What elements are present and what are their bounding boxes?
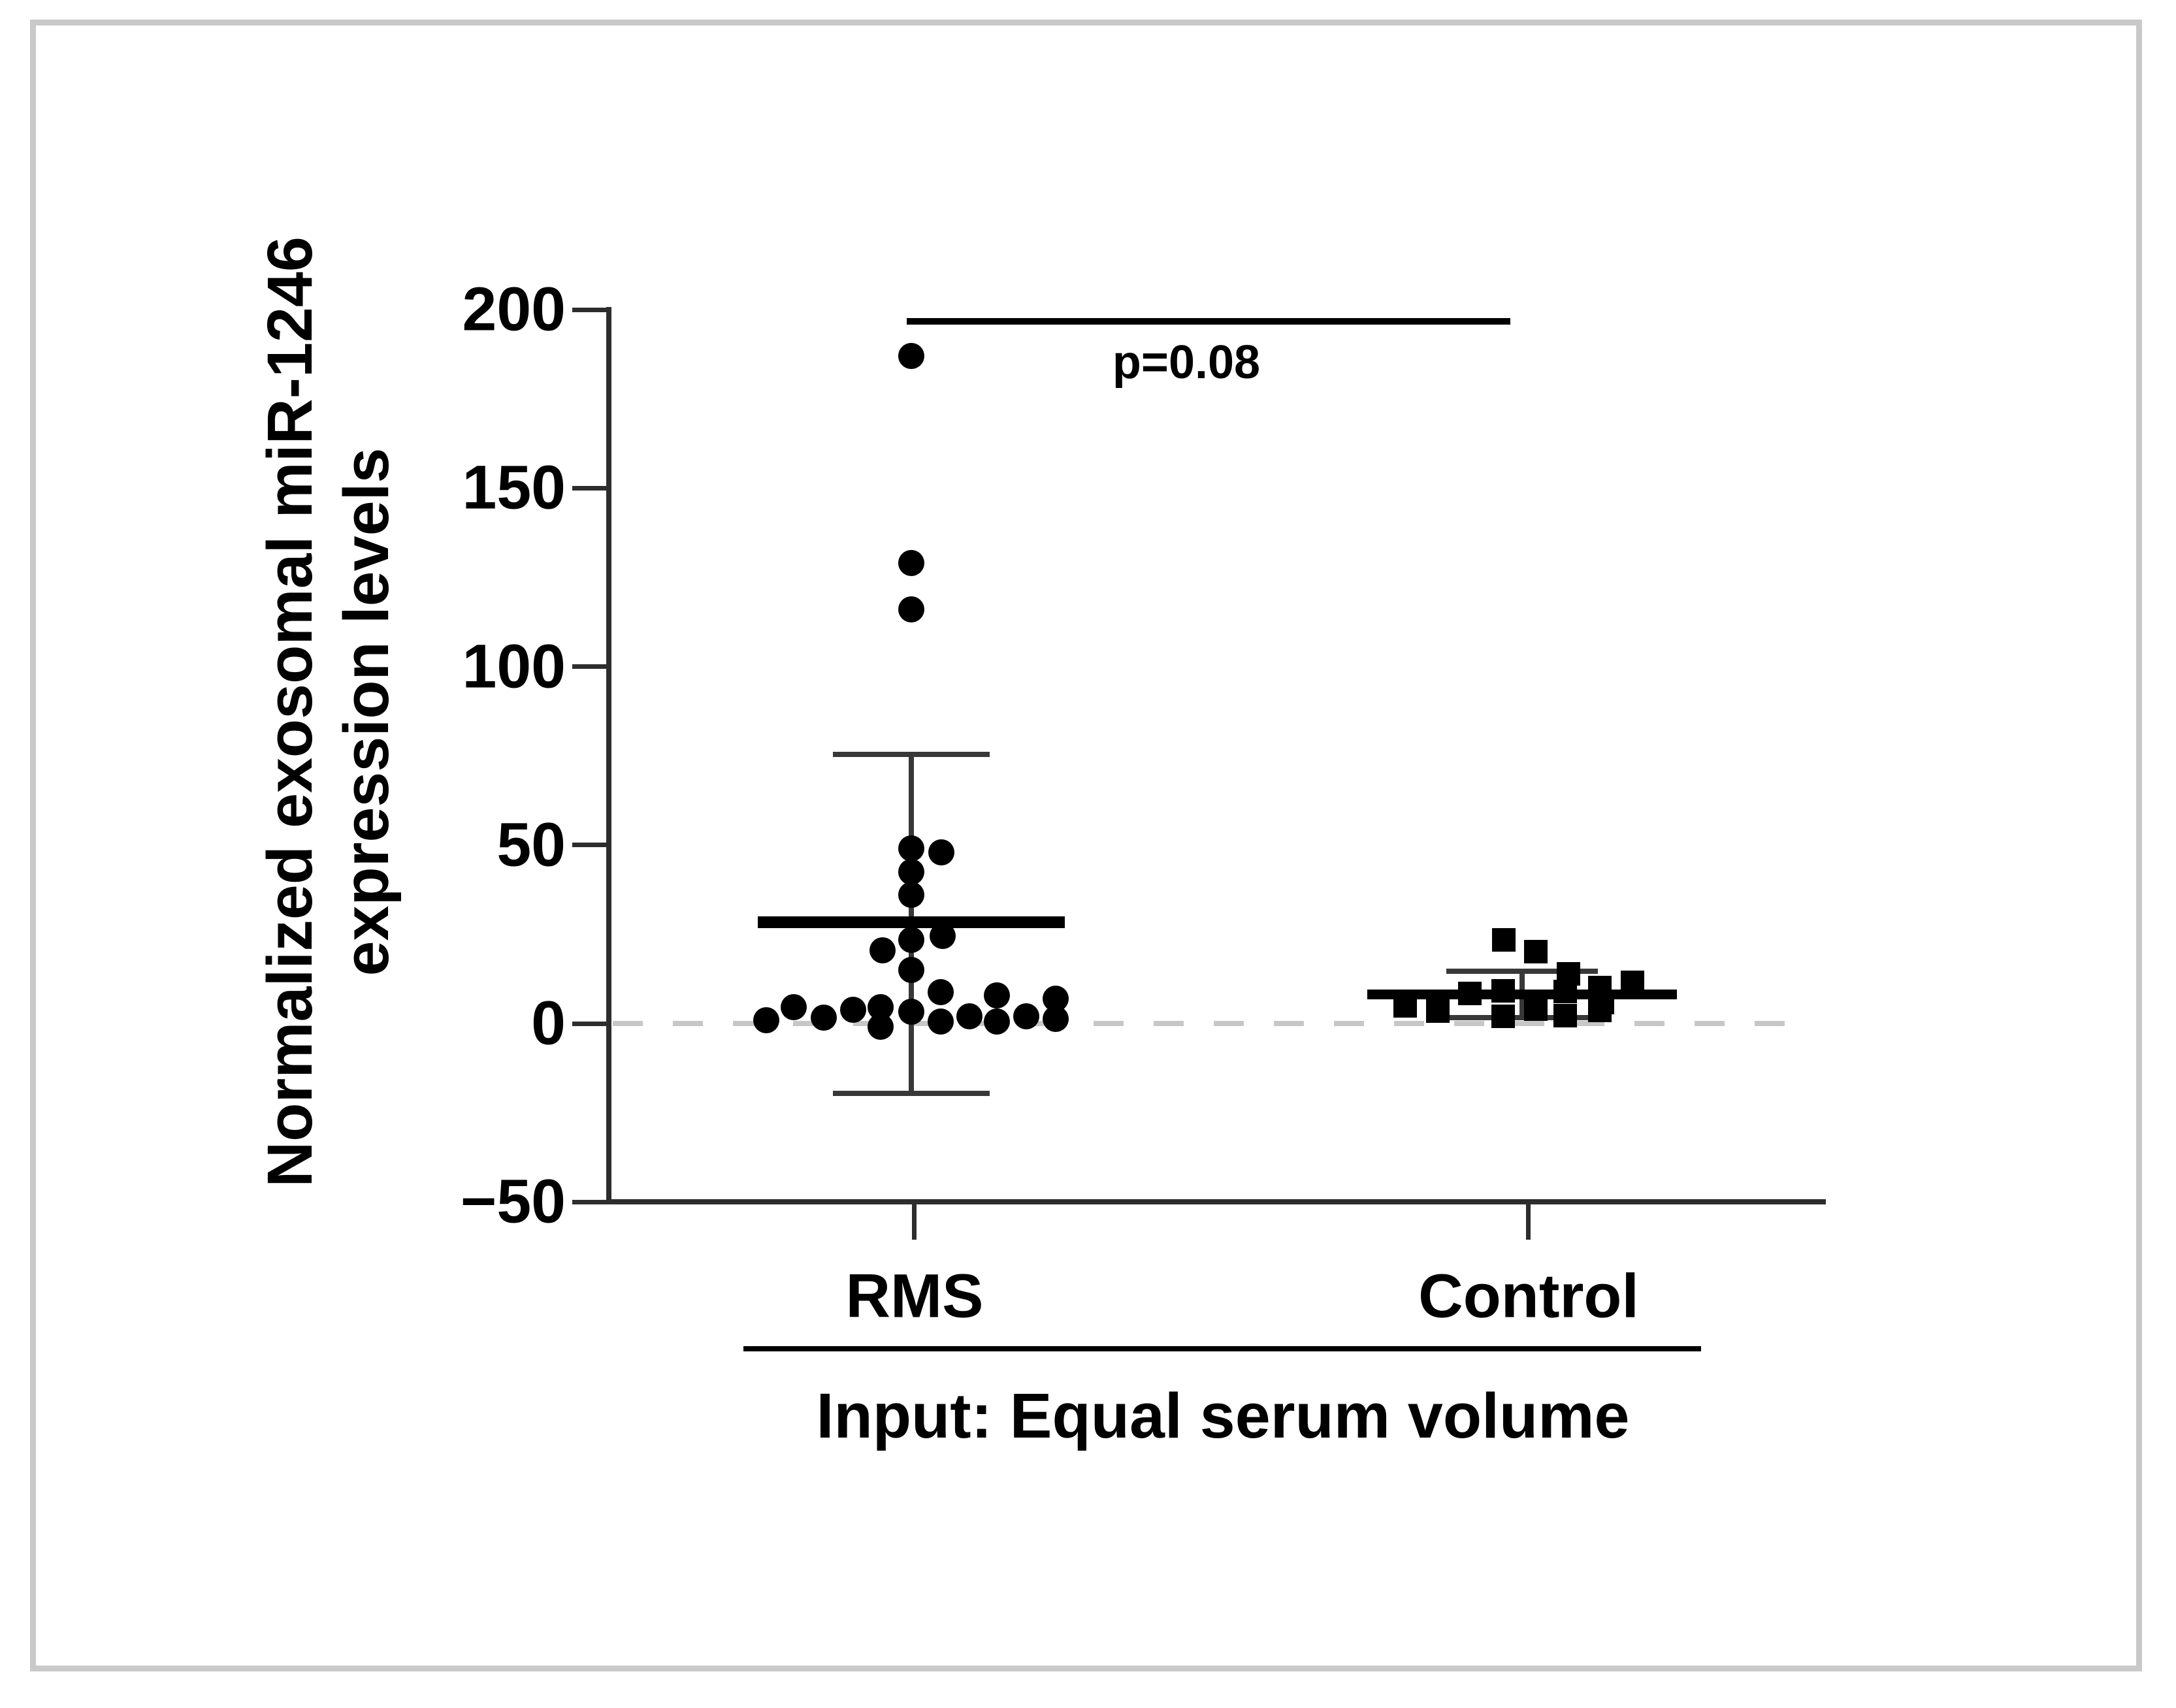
- zero-dashed-line: [613, 1021, 1804, 1026]
- RMS-data-point: [928, 978, 954, 1005]
- y-tick-label: 100: [462, 632, 566, 701]
- y-tick-mark: [572, 485, 609, 491]
- Control-data-point: [1553, 979, 1577, 1003]
- y-tick-label: 0: [531, 988, 566, 1058]
- y-tick-mark: [572, 664, 609, 669]
- Control-data-point: [1588, 998, 1612, 1022]
- category-label-rms: RMS: [845, 1261, 984, 1331]
- RMS-data-point: [984, 1008, 1010, 1035]
- Control-data-point: [1524, 997, 1548, 1022]
- x-tick-control: [1526, 1204, 1531, 1240]
- RMS-data-point: [868, 1013, 894, 1040]
- RMS-data-point: [869, 937, 896, 963]
- Control-data-point: [1393, 994, 1417, 1018]
- y-tick-label: 50: [496, 810, 566, 880]
- RMS-data-point: [898, 882, 924, 909]
- RMS-data-point: [898, 957, 924, 984]
- p-value-label: p=0.08: [1112, 336, 1261, 389]
- y-tick-mark: [572, 1021, 609, 1026]
- y-tick-mark: [572, 843, 609, 848]
- RMS-data-point: [928, 839, 954, 865]
- significance-bracket-line: [907, 318, 1510, 325]
- x-axis-caption: Input: Equal serum volume: [816, 1380, 1630, 1451]
- x-caption-underline: [743, 1346, 1701, 1351]
- Control-data-point: [1621, 971, 1644, 995]
- y-tick-label: 200: [462, 274, 566, 344]
- figure-frame-border: [30, 20, 2142, 1671]
- RMS-whisker-cap-bottom: [833, 1091, 990, 1097]
- y-axis-title-line1: Normalized exosomal miR-1246: [254, 236, 325, 1187]
- y-tick-label: −50: [460, 1167, 566, 1236]
- Control-data-point: [1553, 1003, 1577, 1027]
- Control-data-point: [1492, 928, 1516, 952]
- y-axis-line: [606, 307, 611, 1204]
- RMS-data-point: [898, 858, 924, 885]
- RMS-data-point: [753, 1007, 779, 1034]
- RMS-data-point: [898, 596, 924, 623]
- RMS-data-point: [781, 993, 807, 1020]
- Control-data-point: [1426, 999, 1450, 1023]
- RMS-mean-line: [758, 916, 1065, 928]
- RMS-data-point: [898, 343, 924, 370]
- RMS-data-point: [928, 1008, 954, 1035]
- category-label-control: Control: [1418, 1261, 1639, 1331]
- y-tick-mark: [572, 307, 609, 312]
- RMS-data-point: [840, 997, 866, 1023]
- Control-data-point: [1458, 982, 1482, 1006]
- x-tick-rms: [912, 1204, 917, 1240]
- RMS-data-point: [811, 1005, 837, 1031]
- RMS-data-point: [1043, 1005, 1069, 1032]
- y-axis-title: Normalized exosomal miR-1246 expression …: [252, 236, 404, 1187]
- RMS-data-point: [956, 1003, 982, 1030]
- RMS-data-point: [898, 835, 924, 862]
- y-tick-mark: [572, 1199, 609, 1204]
- RMS-data-point: [898, 998, 924, 1025]
- Control-whisker-cap-top: [1446, 969, 1598, 975]
- y-axis-title-line2: expression levels: [331, 447, 402, 976]
- Control-data-point: [1524, 940, 1548, 964]
- Control-data-point: [1491, 1005, 1515, 1029]
- RMS-data-point: [984, 982, 1010, 1008]
- RMS-whisker-cap-top: [833, 751, 990, 757]
- RMS-data-point: [1013, 1003, 1039, 1030]
- x-axis-line: [606, 1199, 1826, 1204]
- RMS-data-point: [898, 550, 924, 576]
- Control-whisker-cap-bottom: [1446, 1015, 1598, 1021]
- y-tick-label: 150: [462, 453, 566, 523]
- RMS-data-point: [930, 923, 956, 950]
- RMS-data-point: [898, 926, 924, 953]
- Control-data-point: [1491, 979, 1515, 1003]
